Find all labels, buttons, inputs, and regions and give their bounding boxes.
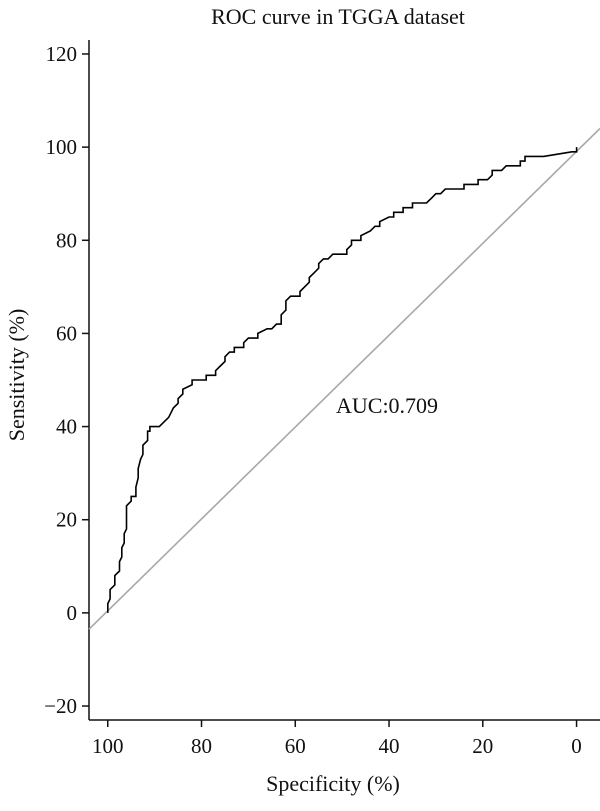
- x-axis-ticks: 100 80 60 40 20 0: [92, 720, 582, 758]
- series-layer: [88, 127, 600, 630]
- y-tick-label: 40: [56, 415, 77, 439]
- y-tick-label: 120: [46, 42, 78, 66]
- auc-annotation: AUC:0.709: [336, 393, 438, 418]
- x-tick-label: 0: [571, 734, 582, 758]
- y-tick-label: 60: [56, 321, 77, 345]
- y-tick-label: 0: [67, 601, 78, 625]
- x-tick-label: 80: [191, 734, 212, 758]
- x-axis-title: Specificity (%): [266, 771, 400, 796]
- x-tick-label: 20: [472, 734, 493, 758]
- x-tick-label: 100: [92, 734, 124, 758]
- y-axis-ticks: −20 0 20 40 60 80 100 120: [44, 42, 89, 718]
- roc-curve-line: [107, 147, 578, 613]
- y-tick-label: 100: [46, 135, 78, 159]
- y-tick-label: 80: [56, 228, 77, 252]
- x-tick-label: 40: [379, 734, 400, 758]
- x-tick-label: 60: [285, 734, 306, 758]
- reference-diagonal-line: [88, 127, 600, 630]
- chart-title: ROC curve in TGGA dataset: [211, 4, 465, 29]
- y-tick-label: 20: [56, 508, 77, 532]
- y-axis-title: Sensitivity (%): [4, 309, 29, 442]
- plot-axes: [88, 40, 600, 721]
- y-tick-label: −20: [44, 694, 77, 718]
